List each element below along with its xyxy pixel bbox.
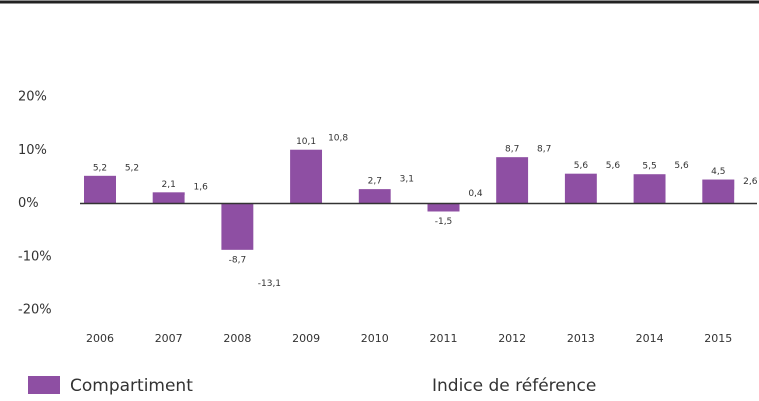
x-tick-label: 2006	[86, 332, 114, 345]
x-tick-label: 2010	[361, 332, 389, 345]
bar	[734, 189, 759, 204]
data-label: 5,6	[574, 161, 589, 171]
bar	[496, 157, 529, 204]
y-tick-label: -20%	[18, 303, 52, 318]
bar	[596, 173, 629, 204]
x-tick-label: 2007	[155, 332, 183, 345]
x-tick-label: 2013	[567, 332, 595, 345]
x-tick-label: 2012	[498, 332, 526, 345]
data-label: -1,5	[435, 217, 453, 227]
legend-label: Compartiment	[70, 376, 193, 396]
bar	[322, 145, 355, 204]
x-tick-label: 2015	[704, 332, 732, 345]
data-label: -8,7	[229, 255, 247, 265]
data-label: 5,6	[606, 161, 621, 171]
y-tick-label: 10%	[18, 143, 47, 158]
legend-label: Indice de référence	[432, 376, 596, 396]
legend-swatch	[28, 376, 60, 394]
bar	[184, 194, 217, 204]
data-label: 5,2	[93, 163, 107, 173]
data-label: 2,6	[743, 177, 758, 187]
data-label: -13,1	[258, 279, 281, 289]
data-label: 5,6	[674, 161, 689, 171]
bar	[702, 179, 735, 204]
bar	[84, 175, 116, 204]
y-tick-label: -10%	[18, 249, 52, 264]
y-tick-label: 0%	[18, 196, 39, 211]
legend-swatch	[390, 376, 422, 394]
data-label: 2,7	[368, 177, 382, 187]
data-label: 8,7	[537, 145, 551, 155]
bar	[665, 173, 698, 204]
bar	[290, 149, 323, 204]
bar	[427, 203, 460, 212]
data-label: 4,5	[711, 167, 725, 177]
bar	[358, 189, 391, 204]
bar	[221, 203, 254, 250]
bar	[253, 203, 286, 274]
data-label: 1,6	[194, 182, 209, 192]
x-tick-label: 2014	[636, 332, 664, 345]
data-label: 5,2	[125, 163, 139, 173]
bar	[152, 192, 185, 204]
data-label: 8,7	[505, 145, 519, 155]
bar	[633, 174, 666, 204]
bar	[459, 201, 492, 204]
bar	[528, 157, 561, 204]
x-tick-label: 2008	[223, 332, 251, 345]
x-tick-label: 2011	[430, 332, 458, 345]
bar	[564, 173, 597, 204]
data-label: 3,1	[400, 174, 414, 184]
data-label: 10,8	[328, 133, 348, 143]
data-label: 0,4	[468, 189, 483, 199]
bar	[116, 175, 148, 204]
x-tick-label: 2009	[292, 332, 320, 345]
bar	[390, 186, 423, 204]
y-tick-label: 20%	[18, 90, 47, 105]
data-label: 10,1	[296, 137, 316, 147]
data-label: 2,1	[162, 180, 176, 190]
data-label: 5,5	[642, 162, 656, 172]
